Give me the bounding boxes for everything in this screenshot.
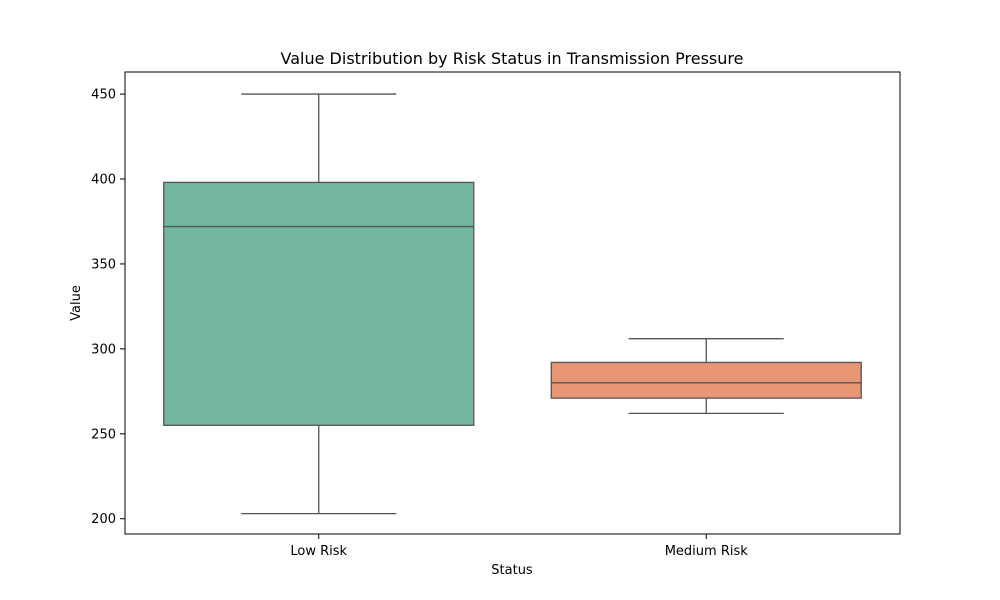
plot-area: Low Risk Medium Risk 200 250 300 350 400 450 xyxy=(91,71,901,559)
box-iqr xyxy=(163,181,475,426)
x-tick-label: Medium Risk xyxy=(665,544,749,559)
y-tick-label: 400 xyxy=(91,173,116,188)
box-group-low-risk xyxy=(163,93,475,515)
y-tick-label: 200 xyxy=(91,512,116,527)
y-tick-label: 300 xyxy=(91,342,116,357)
box-group-medium-risk xyxy=(550,338,862,415)
y-tick-label: 250 xyxy=(91,427,116,442)
plot-frame xyxy=(124,71,901,535)
y-tick-label: 450 xyxy=(91,88,116,103)
x-tick-label: Low Risk xyxy=(290,544,347,559)
chart-title: Value Distribution by Risk Status in Tra… xyxy=(281,49,744,68)
x-axis-label: Status xyxy=(491,563,533,578)
y-axis-label: Value xyxy=(69,285,84,321)
box-iqr xyxy=(550,361,862,399)
y-tick-label: 350 xyxy=(91,257,116,272)
